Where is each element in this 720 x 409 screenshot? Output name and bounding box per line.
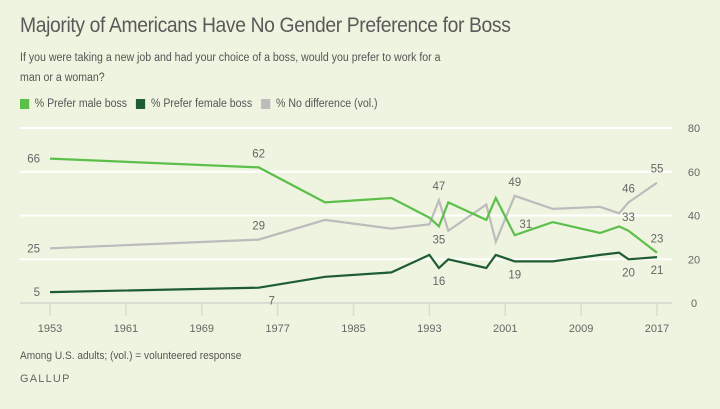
data-label-no-difference: 49 (508, 177, 521, 189)
data-label-no-difference: 46 (622, 183, 635, 195)
x-tick-label: 1985 (341, 323, 365, 335)
data-label-male-boss: 35 (432, 234, 445, 246)
x-axis: 1953 1961 1969 1977 1985 1993 2001 2009 2017 (38, 303, 669, 335)
data-label-male-boss: 33 (622, 212, 635, 224)
y-tick-label: 80 (688, 123, 700, 135)
x-tick-label: 2001 (493, 323, 517, 335)
y-tick-label: 0 (691, 298, 697, 310)
data-label-female-boss: 16 (432, 276, 445, 288)
y-axis: 0 20 40 60 80 (688, 123, 700, 310)
legend-item-no-difference: % No difference (vol.) (261, 98, 378, 110)
y-tick-label: 40 (688, 211, 700, 223)
y-tick-label: 60 (688, 167, 700, 179)
data-label-no-difference: 25 (27, 243, 40, 255)
y-tick-label: 20 (688, 254, 700, 266)
x-tick-label: 1993 (417, 323, 441, 335)
data-label-male-boss: 62 (252, 148, 265, 160)
data-label-female-boss: 20 (622, 267, 635, 279)
series-line-male-boss (49, 157, 658, 254)
legend-item-female: % Prefer female boss (136, 98, 252, 110)
legend-swatch-no-difference (261, 99, 271, 109)
gridlines (20, 127, 672, 304)
data-label-female-boss: 5 (34, 287, 40, 299)
legend-swatch-male (20, 99, 30, 109)
source-brand: GALLUP (20, 373, 71, 385)
legend-label-female: % Prefer female boss (150, 98, 253, 110)
data-label-no-difference: 55 (651, 164, 664, 176)
x-tick-label: 1977 (265, 323, 289, 335)
series-lines (49, 157, 658, 294)
series-line-no-difference (49, 181, 658, 250)
data-label-male-boss: 31 (519, 219, 532, 231)
data-label-no-difference: 29 (252, 221, 265, 233)
data-label-female-boss: 7 (268, 296, 274, 308)
data-label-no-difference: 47 (432, 181, 445, 193)
legend-label-no-difference: % No difference (vol.) (276, 98, 378, 110)
legend-swatch-female (136, 99, 146, 109)
legend-label-male: % Prefer male boss (34, 98, 128, 110)
x-tick-label: 1961 (114, 323, 138, 335)
x-tick-label: 2017 (645, 323, 669, 335)
series-line-female-boss (49, 251, 658, 294)
data-labels: 66 62 35 31 33 23 5 7 16 19 20 21 25 29 47 49 46 55 (27, 148, 663, 307)
data-label-male-boss: 23 (651, 234, 664, 246)
data-label-female-boss: 21 (651, 265, 664, 277)
chart-subtitle: If you were taking a new job and had you… (20, 52, 441, 84)
legend-item-male: % Prefer male boss (20, 98, 127, 110)
footer-note: Among U.S. adults; (vol.) = volunteered … (20, 350, 242, 362)
chart-title: Majority of Americans Have No Gender Pre… (20, 14, 511, 37)
x-tick-label: 2009 (569, 323, 593, 335)
x-tick-label: 1953 (38, 323, 62, 335)
x-tick-label: 1969 (190, 323, 214, 335)
data-label-male-boss: 66 (27, 154, 40, 166)
legend: % Prefer male boss % Prefer female boss … (20, 98, 387, 110)
data-label-female-boss: 19 (508, 269, 521, 281)
